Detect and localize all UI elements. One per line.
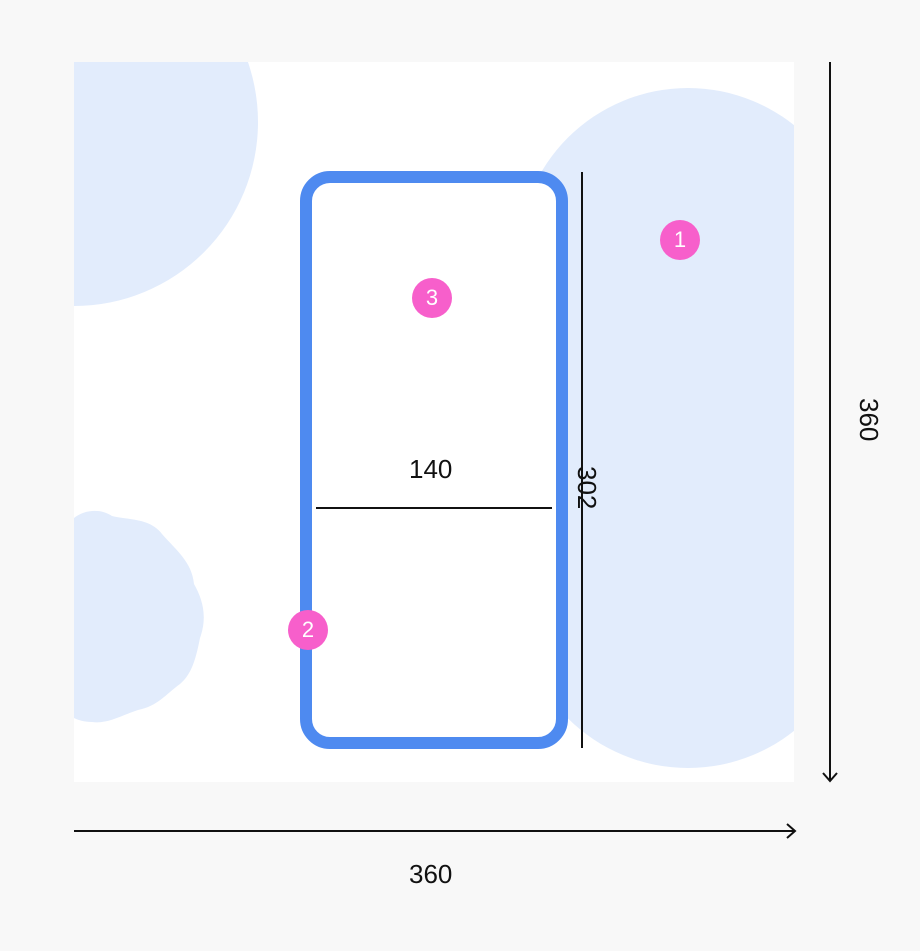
background-pill-shape bbox=[518, 88, 794, 768]
container-height-label: 302 bbox=[572, 466, 602, 510]
canvas-width-arrowhead bbox=[786, 823, 797, 839]
canvas-width-label: 360 bbox=[409, 859, 453, 889]
marker-3: 3 bbox=[412, 278, 452, 318]
marker-2: 2 bbox=[288, 610, 328, 650]
container-frame bbox=[300, 171, 568, 749]
background-scallop-shape bbox=[74, 510, 204, 723]
container-width-label: 140 bbox=[409, 454, 453, 484]
canvas-height-arrowhead bbox=[822, 772, 838, 783]
canvas-height-label: 360 bbox=[854, 398, 884, 442]
background-circle-shape bbox=[74, 62, 258, 306]
marker-1: 1 bbox=[660, 220, 700, 260]
